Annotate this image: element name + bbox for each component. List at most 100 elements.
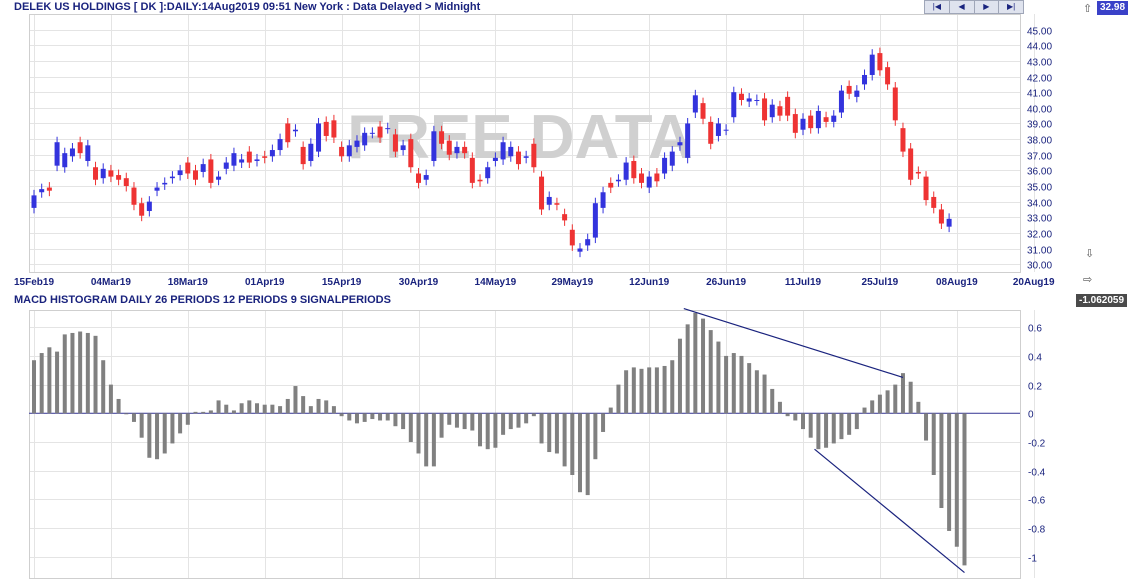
macd-bar bbox=[493, 413, 498, 448]
macd-bar bbox=[885, 390, 890, 414]
candle bbox=[462, 146, 468, 154]
candle bbox=[100, 168, 106, 179]
candle bbox=[592, 203, 598, 238]
candle bbox=[531, 143, 537, 168]
price-y-tick-label: 41.00 bbox=[1027, 89, 1052, 100]
macd-bar bbox=[647, 367, 652, 414]
price-y-tick-label: 31.00 bbox=[1027, 246, 1052, 257]
macd-bar bbox=[608, 407, 613, 414]
macd-bar bbox=[32, 360, 36, 414]
candle bbox=[385, 128, 391, 130]
macd-bar bbox=[862, 407, 867, 414]
macd-bar bbox=[139, 413, 144, 438]
candle bbox=[746, 98, 752, 102]
x-tick-label: 30Apr19 bbox=[399, 277, 439, 288]
candle bbox=[200, 164, 206, 172]
macd-bar bbox=[401, 413, 406, 430]
macd-bar bbox=[247, 400, 252, 414]
candle bbox=[785, 96, 791, 116]
candle bbox=[700, 103, 706, 119]
candle bbox=[439, 131, 445, 144]
candle bbox=[546, 196, 552, 205]
candle bbox=[615, 179, 621, 182]
scroll-right-arrow-icon[interactable]: ⇨ bbox=[1083, 274, 1093, 286]
macd-bar bbox=[870, 400, 875, 414]
scroll-up-arrow-icon[interactable]: ⇧ bbox=[1083, 3, 1093, 15]
macd-bar bbox=[301, 396, 306, 414]
candle bbox=[838, 90, 844, 113]
x-tick-label: 20Aug19 bbox=[1013, 277, 1055, 288]
macd-bar bbox=[754, 370, 759, 414]
candle bbox=[777, 106, 783, 116]
macd-bar bbox=[424, 413, 429, 467]
macd-bar bbox=[693, 312, 698, 414]
macd-bar bbox=[839, 413, 844, 440]
macd-bar bbox=[808, 413, 813, 438]
macd-bar bbox=[539, 413, 544, 444]
price-y-tick-label: 42.00 bbox=[1027, 74, 1052, 85]
candle bbox=[69, 148, 75, 157]
macd-bar bbox=[270, 404, 275, 414]
price-y-tick-label: 39.00 bbox=[1027, 120, 1052, 131]
candle bbox=[423, 175, 429, 180]
macd-bar bbox=[816, 413, 821, 450]
macd-bar bbox=[716, 341, 721, 414]
nav-next-button[interactable]: ▶ bbox=[975, 1, 1000, 13]
macd-bar bbox=[508, 413, 513, 430]
candle bbox=[339, 146, 345, 157]
macd-bar bbox=[478, 413, 483, 447]
candle bbox=[831, 115, 837, 122]
macd-bar bbox=[662, 365, 667, 414]
candle bbox=[216, 176, 222, 180]
price-panel-border bbox=[29, 14, 1021, 273]
x-tick-label: 15Feb19 bbox=[14, 277, 54, 288]
nav-first-button[interactable]: |◀ bbox=[925, 1, 950, 13]
price-y-tick-label: 34.00 bbox=[1027, 199, 1052, 210]
nav-last-button[interactable]: ▶| bbox=[1007, 2, 1016, 11]
macd-bar bbox=[447, 413, 452, 425]
candle bbox=[677, 142, 683, 146]
macd-bar bbox=[162, 413, 167, 454]
candle bbox=[915, 171, 921, 174]
macd-bar bbox=[316, 398, 321, 414]
macd-bar bbox=[577, 413, 582, 493]
macd-bar bbox=[793, 413, 798, 421]
macd-bar bbox=[801, 413, 805, 430]
candle bbox=[454, 146, 460, 154]
macd-bar bbox=[362, 413, 367, 422]
candle bbox=[669, 151, 675, 166]
macd-bar bbox=[962, 413, 967, 566]
candle bbox=[62, 153, 68, 168]
scroll-down-arrow-icon[interactable]: ⇩ bbox=[1085, 248, 1095, 260]
x-tick-label: 01Apr19 bbox=[245, 277, 285, 288]
candle bbox=[792, 114, 798, 133]
macd-bar bbox=[785, 413, 790, 417]
candle bbox=[308, 143, 314, 161]
macd-bar bbox=[62, 334, 67, 414]
candle bbox=[938, 209, 944, 224]
macd-bar bbox=[208, 410, 213, 414]
candle bbox=[246, 151, 252, 163]
macd-bar bbox=[201, 411, 206, 414]
candle bbox=[800, 118, 806, 130]
candle bbox=[477, 179, 483, 182]
macd-bar bbox=[439, 413, 444, 438]
macd-bar bbox=[101, 360, 106, 414]
macd-bar bbox=[554, 413, 559, 454]
candle bbox=[154, 187, 160, 191]
macd-bar bbox=[454, 413, 459, 428]
candle bbox=[569, 229, 575, 246]
macd-bar bbox=[701, 318, 706, 414]
macd-bar bbox=[293, 386, 298, 414]
candle bbox=[554, 203, 560, 205]
macd-bar bbox=[593, 413, 598, 460]
price-y-tick-label: 45.00 bbox=[1027, 27, 1052, 38]
candle bbox=[192, 170, 198, 180]
candle bbox=[769, 104, 775, 118]
nav-prev-button[interactable]: ◀ bbox=[950, 1, 975, 13]
candle bbox=[715, 123, 721, 136]
candle bbox=[585, 239, 591, 246]
price-y-tick-label: 40.00 bbox=[1027, 105, 1052, 116]
candle bbox=[608, 182, 614, 188]
candle bbox=[623, 162, 629, 180]
